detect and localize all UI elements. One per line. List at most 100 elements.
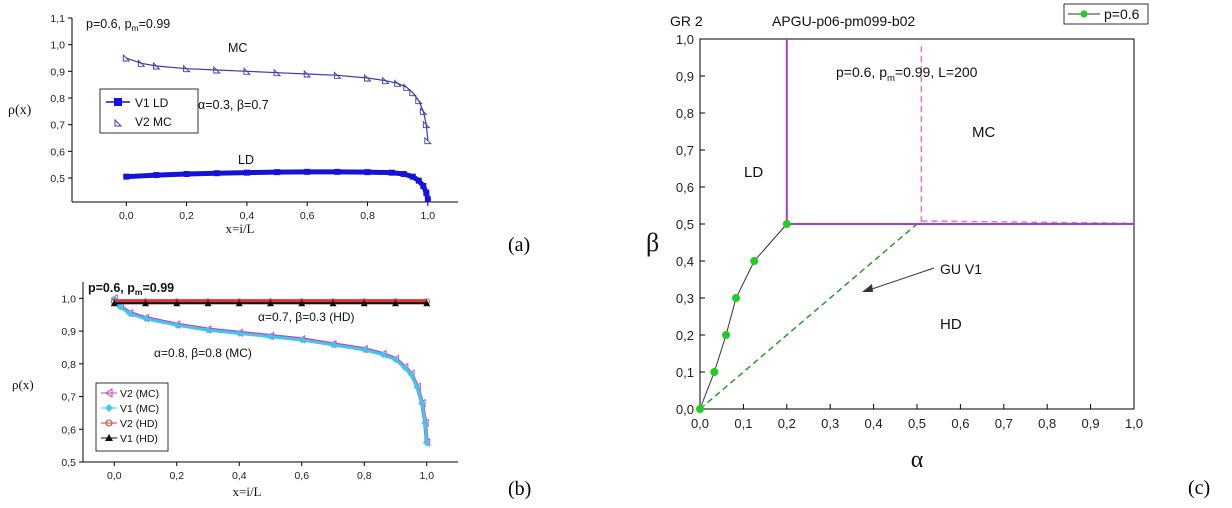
series-v1-hd-point-7 [329,299,337,307]
y-tick-label-5: 0,5 [676,217,694,232]
series-v1-mc-point-7 [267,333,274,341]
chart-b-y-label: ρ(x) [12,377,34,392]
chart-b-legend-marker-1 [105,404,113,412]
region-hd: HD [940,316,962,333]
y-tick-label-5: 1,0 [50,40,65,52]
panel-a-label: (a) [508,234,530,256]
series-ld-point-13 [420,183,427,189]
chart-a-legend: V1 LD V2 MC [99,88,199,134]
y-tick-label-9: 0,9 [676,69,694,84]
mc-dashed-horizontal [921,220,1135,225]
chart-b-legend-label-1: V1 (MC) [120,403,159,415]
y-tick-label-5: 1,0 [61,293,76,305]
x-tick-label-1: 0,2 [179,210,194,222]
y-tick-label-6: 1,1 [50,13,65,25]
y-tick-label-0: 0,0 [676,402,694,417]
chart-a-y-label: ρ(x) [8,103,32,118]
series-mc-point-2 [152,61,161,70]
x-tick-label-0: 0,0 [691,416,709,431]
series-v1-hd-point-0 [110,299,118,307]
y-tick-label-2: 0,2 [676,328,694,343]
region-mc: MC [972,124,995,141]
green-dashed-boundary [699,223,918,410]
chart-a-legend-label-0: V1 LD [135,96,169,110]
x-tick-label-3: 0,3 [821,416,839,431]
x-tick-label-4: 0,8 [360,210,375,222]
series-v1-mc-point-14 [407,370,415,378]
series-mc-point-3 [183,64,191,73]
series-mc-point-15 [419,107,428,115]
chart-c-legend: p=0.6 [1063,3,1149,25]
y-tick-label-1: 0,1 [676,365,694,380]
y-tick-label-2: 0,7 [61,392,76,404]
series-v1-mc-point-5 [204,326,212,334]
x-tick-label-5: 1,0 [419,470,434,482]
series-v1-hd-point-3 [204,299,212,307]
series-v1-mc-point-3 [142,315,149,323]
series-ld-point-15 [424,196,431,203]
y-tick-label-1: 0,6 [61,424,76,436]
x-tick-label-4: 0,8 [357,470,372,482]
series-mc-point-17 [424,136,432,145]
series-v1-hd-point-10 [423,299,431,307]
y-tick-label-10: 1,0 [676,32,694,47]
series-ld-point-14 [423,189,430,196]
series-p06-point-3 [732,294,741,302]
series-v1-hd-point-8 [360,299,368,307]
series-v1-mc-point-11 [379,351,387,359]
series-mc-point-5 [243,67,251,75]
x-tick-label-2: 0,2 [778,416,796,431]
chart-a-ld-annotation: LD [238,153,254,167]
series-mc-point-9 [364,73,372,82]
y-tick-label-7: 0,7 [676,143,694,158]
series-v1-mc-point-9 [329,341,337,349]
series-v1-hd-point-2 [173,299,181,307]
chart-c-y-label: β [646,228,659,257]
chart-c-title: APGU-p06-pm099-b02 [772,13,915,29]
series-v1-hd-point-9 [392,299,399,307]
x-tick-label-2: 0,4 [240,210,255,222]
chart-b-params: p=0.6, pm=0.99 [88,281,174,297]
chart-a-alpha-beta: α=0.3, β=0.7 [198,98,269,112]
chart-b-legend-label-3: V1 (HD) [120,433,158,445]
series-mc-point-16 [422,120,431,129]
series-p06-point-4 [750,257,759,265]
series-v1-mc-point-4 [173,321,181,329]
y-tick-label-3: 0,8 [61,359,76,371]
series-ld-point-3 [213,170,220,177]
series-v1-mc-point-18 [423,439,431,447]
series-mc-point-0 [122,53,131,62]
chart-b-legend-label-2: V2 (HD) [120,418,158,430]
y-tick-label-3: 0,8 [50,93,65,105]
series-v1-mc-point-10 [360,346,368,354]
x-tick-label-7: 0,7 [995,416,1013,431]
chart-a-x-label: x=i/L [226,221,255,236]
arrow-label: GU V1 [940,261,982,277]
series-mc-point-10 [382,76,390,85]
y-tick-label-2: 0,7 [50,120,65,132]
chart-b-legend-marker-3 [105,434,113,441]
y-tick-label-4: 0,9 [50,66,65,78]
x-tick-label-3: 0,6 [294,470,309,482]
series-v1-hd-point-6 [298,299,306,307]
chart-b-mc-annotation: α=0.8, β=0.8 (MC) [154,346,252,360]
chart-b-legend-marker-0 [105,388,113,398]
chart-c-legend-label: p=0.6 [1104,6,1140,22]
y-tick-label-0: 0,5 [50,173,65,185]
chart-b-x-label: x=i/L [233,484,262,499]
series-p06-point-0 [696,405,704,413]
series-v1-hd-point-5 [267,299,274,307]
series-ld-point-0 [123,173,130,180]
panel-c-label: (c) [1188,477,1210,499]
x-tick-label-10: 1,0 [1125,416,1143,431]
series-ld-line [126,169,431,200]
y-tick-label-4: 0,9 [61,326,76,338]
series-v1-hd-point-1 [142,299,149,307]
series-ld-point-5 [274,169,281,176]
chart-b-hd-annotation: α=0.7, β=0.3 (HD) [258,310,355,324]
region-ld: LD [744,164,763,181]
series-ld-point-2 [183,171,190,177]
x-tick-label-4: 0,4 [865,416,883,431]
chart-b-legend-marker-2 [105,419,113,427]
